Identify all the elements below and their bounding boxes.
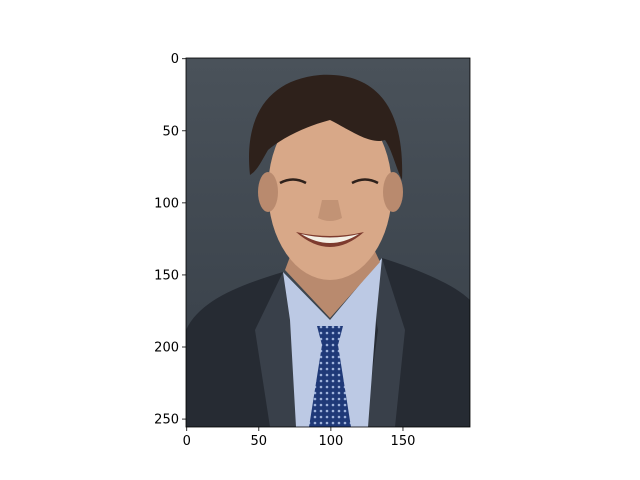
teeth bbox=[301, 234, 359, 243]
x-tick-label: 150 bbox=[391, 434, 416, 449]
y-tick-label: 100 bbox=[154, 196, 179, 211]
y-axis: 0 50 100 150 200 250 bbox=[154, 52, 186, 428]
x-tick-label: 50 bbox=[251, 434, 268, 449]
eye-right bbox=[351, 178, 379, 185]
y-tick-label: 200 bbox=[154, 341, 179, 356]
y-tick-label: 250 bbox=[154, 413, 179, 428]
y-tick-label: 0 bbox=[171, 52, 179, 67]
y-tick-label: 150 bbox=[154, 268, 179, 283]
face bbox=[268, 100, 392, 280]
x-axis: 0 50 100 150 bbox=[183, 427, 416, 449]
hair bbox=[249, 74, 403, 180]
axes-frame bbox=[185, 57, 471, 428]
nose bbox=[318, 200, 342, 221]
x-tick-label: 0 bbox=[183, 434, 191, 449]
x-tick-label: 100 bbox=[318, 434, 343, 449]
ear-right bbox=[383, 172, 403, 212]
ear-left bbox=[258, 172, 278, 212]
eye-left bbox=[279, 178, 307, 185]
y-tick-label: 50 bbox=[162, 124, 179, 139]
tie bbox=[309, 326, 351, 427]
portrait-image bbox=[186, 58, 470, 427]
